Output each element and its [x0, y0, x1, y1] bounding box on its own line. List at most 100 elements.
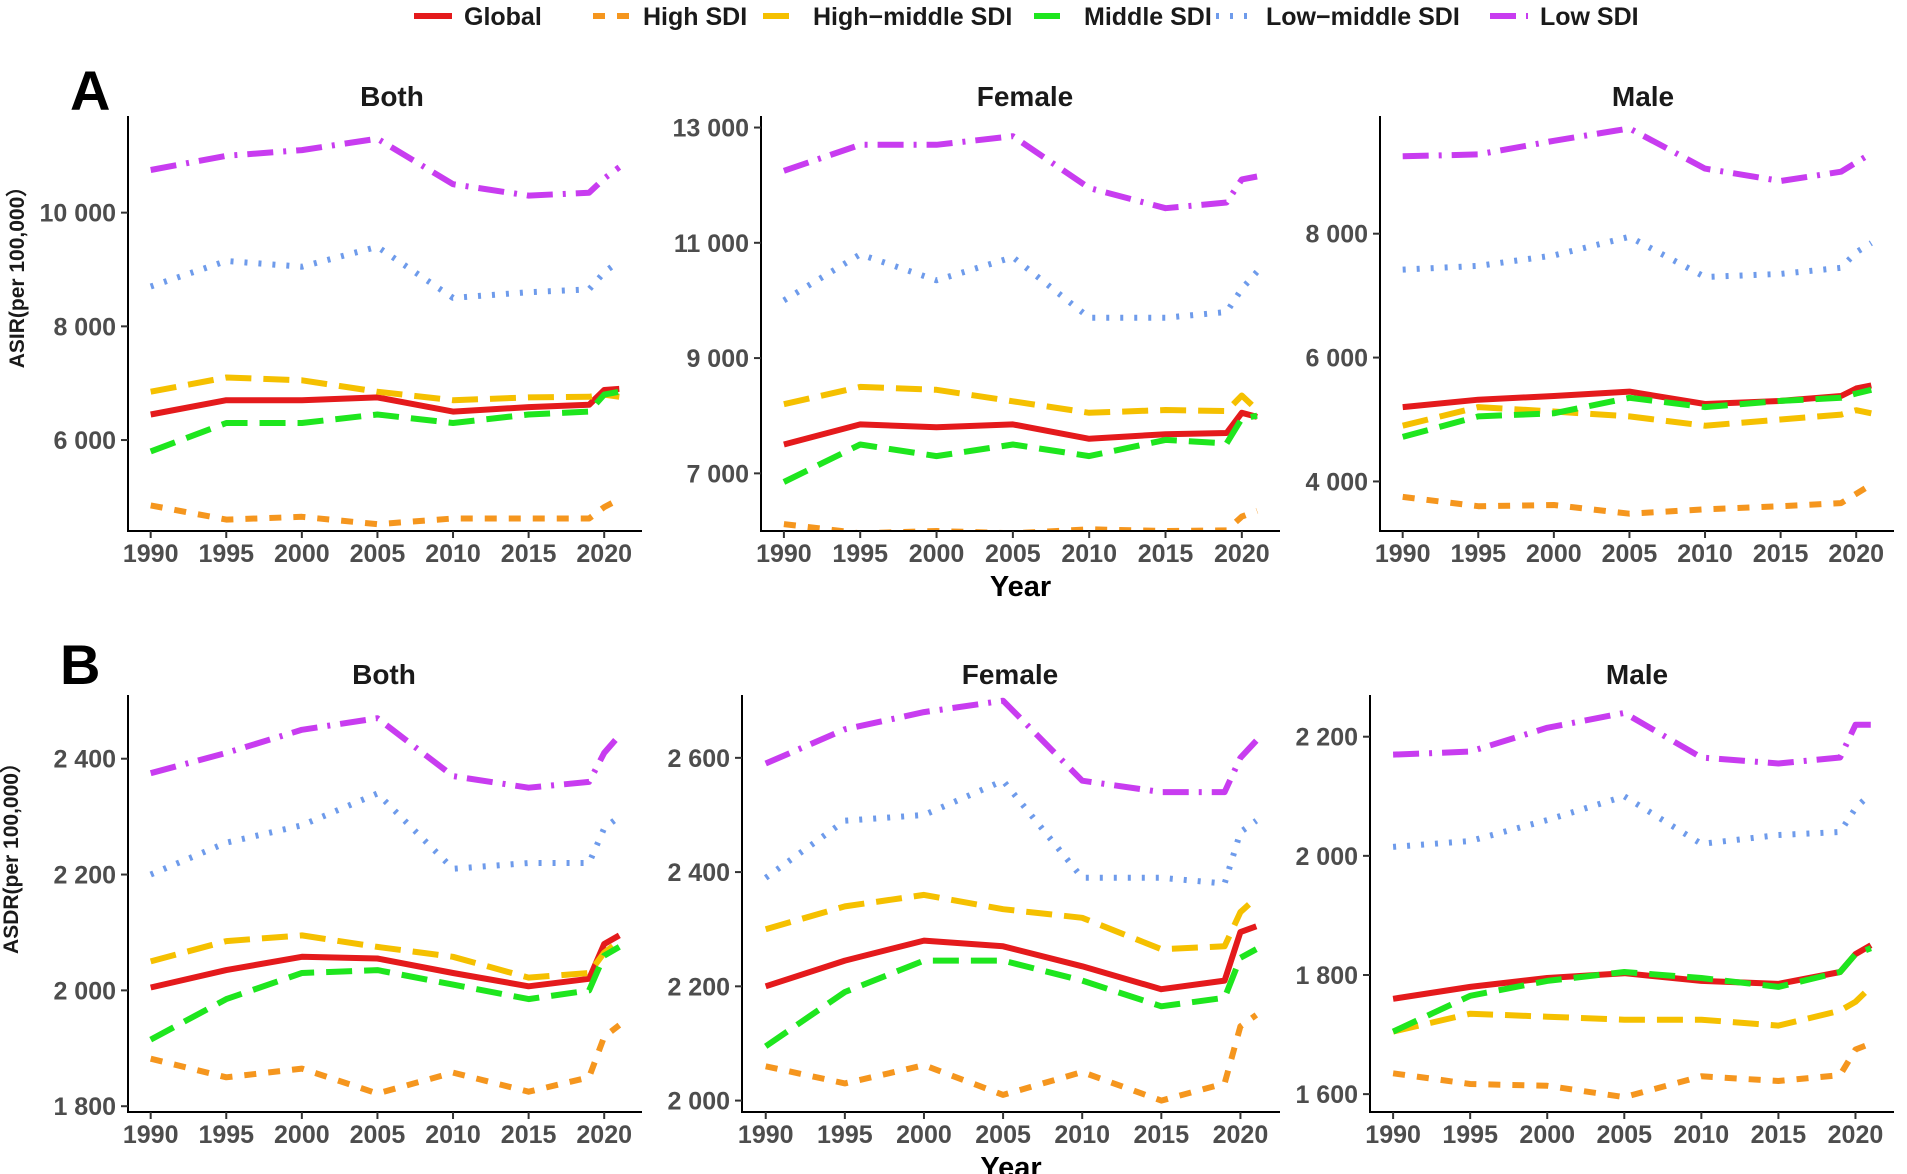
- x-axis-label: Year: [990, 571, 1051, 603]
- series-group: [149, 715, 622, 1097]
- series-line-global: [1402, 382, 1872, 411]
- x-tick-label: 2010: [1674, 1121, 1730, 1149]
- y-tick-label: 1 600: [1295, 1081, 1358, 1109]
- x-tick-label: 2000: [909, 540, 965, 568]
- y-tick-label: 13 000: [673, 115, 749, 143]
- series-line-high-middle-sdi: [1392, 984, 1873, 1035]
- series-line-high-sdi: [149, 1022, 622, 1097]
- subplot-title: Female: [977, 81, 1074, 112]
- subplot-title: Male: [1606, 659, 1668, 690]
- y-tick-label: 8 000: [53, 313, 116, 341]
- series-line-low-sdi: [764, 697, 1259, 796]
- x-tick-label: 2020: [576, 1121, 632, 1149]
- x-tick-label: 1995: [817, 1121, 873, 1149]
- series-line-high-middle-sdi: [764, 891, 1259, 953]
- series-line-middle-sdi: [149, 944, 621, 1043]
- legend-item-high-sdi: High SDI: [593, 3, 747, 31]
- x-tick-label: 2005: [1602, 540, 1658, 568]
- series-line-low-middle-sdi: [763, 777, 1259, 887]
- series-line-global: [150, 932, 621, 991]
- x-tick-label: 2010: [425, 540, 481, 568]
- subplot-a-both: Both 6 000 8 000 10 000 1990 1995 2000 2005 2010…: [40, 81, 642, 568]
- legend-label: High−middle SDI: [813, 3, 1012, 31]
- series-line-low-middle-sdi: [149, 790, 622, 878]
- series-group: [149, 135, 622, 528]
- series-line-middle-sdi: [764, 946, 1258, 1049]
- y-tick-label: 2 000: [1295, 843, 1358, 871]
- x-tick-label: 2005: [350, 540, 406, 568]
- series-line-global: [764, 923, 1258, 993]
- x-tick-label: 1995: [198, 540, 254, 568]
- y-tick-label: 6 000: [1305, 345, 1368, 373]
- x-tick-label: 2010: [425, 1121, 481, 1149]
- x-tick-label: 2020: [1828, 1121, 1884, 1149]
- subplot-title: Male: [1612, 81, 1674, 112]
- series-group: [782, 133, 1260, 531]
- y-tick-label: 11 000: [674, 230, 749, 258]
- y-tick-label: 2 200: [1295, 724, 1358, 752]
- series-line-low-sdi: [782, 133, 1258, 212]
- series-line-high-middle-sdi: [150, 374, 620, 404]
- y-tick-label: 2 400: [667, 859, 730, 887]
- x-tick-label: 1990: [738, 1121, 794, 1149]
- x-tick-label: 2010: [1677, 540, 1733, 568]
- y-tick-label: 2 000: [53, 977, 116, 1005]
- y-tick-label: 6 000: [53, 427, 116, 455]
- y-tick-label: 1 800: [53, 1093, 116, 1121]
- x-tick-label: 2005: [975, 1121, 1031, 1149]
- y-tick-label: 1 800: [1295, 962, 1358, 990]
- legend: Global High SDI High−middle SDI Middle SDI L…: [414, 3, 1639, 31]
- series-line-low-sdi: [1402, 125, 1873, 184]
- legend-item-low-middle-sdi: Low−middle SDI: [1216, 3, 1460, 31]
- x-tick-label: 1995: [1442, 1121, 1498, 1149]
- axis-frame: [127, 695, 642, 1113]
- x-tick-label: 2015: [1753, 540, 1809, 568]
- subplot-title: Both: [360, 81, 424, 112]
- x-tick-label: 2015: [501, 540, 557, 568]
- legend-item-low-sdi: Low SDI: [1490, 3, 1639, 31]
- legend-label: Middle SDI: [1084, 3, 1212, 31]
- x-tick-label: 2015: [1138, 540, 1194, 568]
- axis-frame: [1379, 116, 1894, 532]
- legend-label: Low−middle SDI: [1266, 3, 1460, 31]
- series-line-high-sdi: [1392, 1040, 1872, 1101]
- series-line-middle-sdi: [1401, 386, 1873, 440]
- y-axis-label-asdr: ASDR(per 100,000）: [0, 752, 23, 954]
- x-tick-label: 2000: [896, 1121, 952, 1149]
- x-tick-label: 1990: [756, 540, 812, 568]
- series-line-middle-sdi: [149, 388, 620, 455]
- legend-item-global: Global: [414, 3, 542, 31]
- x-tick-label: 1995: [832, 540, 888, 568]
- y-tick-label: 2 200: [667, 973, 730, 1001]
- subplot-a-male: Male 4 000 6 000 8 000 1990 1995 2000 2005 2010 2…: [1305, 81, 1894, 568]
- x-axis-label: Year: [980, 1152, 1041, 1174]
- axis-frame: [741, 695, 1280, 1113]
- y-tick-label: 2 400: [53, 746, 116, 774]
- y-tick-label: 10 000: [40, 200, 116, 228]
- axis-frame: [760, 116, 1280, 532]
- x-tick-label: 2015: [1751, 1121, 1807, 1149]
- y-tick-label: 2 000: [667, 1088, 730, 1116]
- y-tick-label: 2 600: [667, 745, 730, 773]
- subplot-b-male: Male 1 600 1 800 2 000 2 200 1990 1995 2000 2005…: [1295, 659, 1894, 1149]
- series-line-low-middle-sdi: [1392, 791, 1873, 850]
- legend-label: High SDI: [643, 3, 747, 31]
- series-line-high-sdi: [150, 496, 621, 528]
- y-tick-label: 7 000: [686, 460, 749, 488]
- y-tick-label: 2 200: [53, 862, 116, 890]
- series-line-global: [783, 409, 1258, 448]
- series-line-high-middle-sdi: [783, 383, 1260, 416]
- series-group: [1401, 125, 1873, 517]
- x-tick-label: 2020: [1828, 540, 1884, 568]
- series-line-high-sdi: [1402, 481, 1873, 517]
- series-line-high-sdi: [765, 1012, 1259, 1104]
- series-line-low-middle-sdi: [782, 251, 1260, 321]
- series-line-high-middle-sdi: [1401, 404, 1872, 429]
- series-line-low-middle-sdi: [1402, 233, 1873, 280]
- x-tick-label: 2020: [576, 540, 632, 568]
- x-tick-label: 1990: [1365, 1121, 1421, 1149]
- legend-label: Global: [464, 3, 542, 31]
- x-tick-label: 1990: [1375, 540, 1431, 568]
- subplot-title: Both: [352, 659, 416, 690]
- legend-item-middle-sdi: Middle SDI: [1034, 3, 1212, 31]
